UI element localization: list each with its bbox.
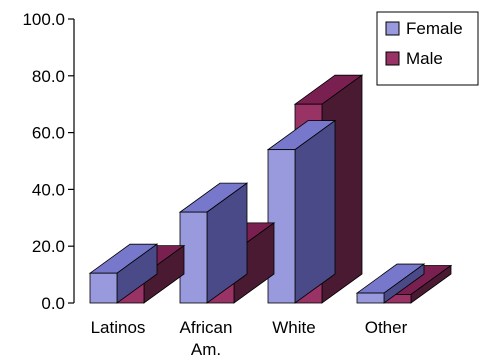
y-tick-label: 100.0	[22, 10, 65, 29]
bar-side	[294, 119, 336, 304]
x-tick-label: White	[272, 318, 315, 337]
bar-front	[89, 272, 118, 304]
legend-label-female: Female	[406, 19, 463, 38]
y-tick-label: 80.0	[32, 67, 65, 86]
legend: Female Male	[376, 11, 479, 86]
x-axis-labels: Latinos African Am. White Other	[91, 318, 408, 359]
x-tick-label: Other	[365, 318, 408, 337]
legend-swatch-female	[385, 21, 400, 36]
bar-front	[356, 292, 385, 304]
x-tick-label: Latinos	[91, 318, 146, 337]
y-tick-label: 40.0	[32, 180, 65, 199]
bar-female-2	[266, 119, 337, 304]
bar-front	[179, 211, 208, 304]
bar-female-1	[178, 182, 249, 304]
y-axis: 0.0 20.0 40.0 60.0 80.0 100.0	[22, 10, 75, 313]
y-tick-label: 0.0	[41, 294, 65, 313]
bar-female-3	[355, 263, 426, 304]
legend-swatch-male	[385, 51, 400, 66]
y-tick-label: 60.0	[32, 124, 65, 143]
bars-group	[88, 74, 453, 304]
legend-label-male: Male	[406, 49, 443, 68]
bar-female-0	[88, 243, 159, 304]
x-tick-label: African Am.	[180, 318, 233, 359]
y-tick-label: 20.0	[32, 237, 65, 256]
